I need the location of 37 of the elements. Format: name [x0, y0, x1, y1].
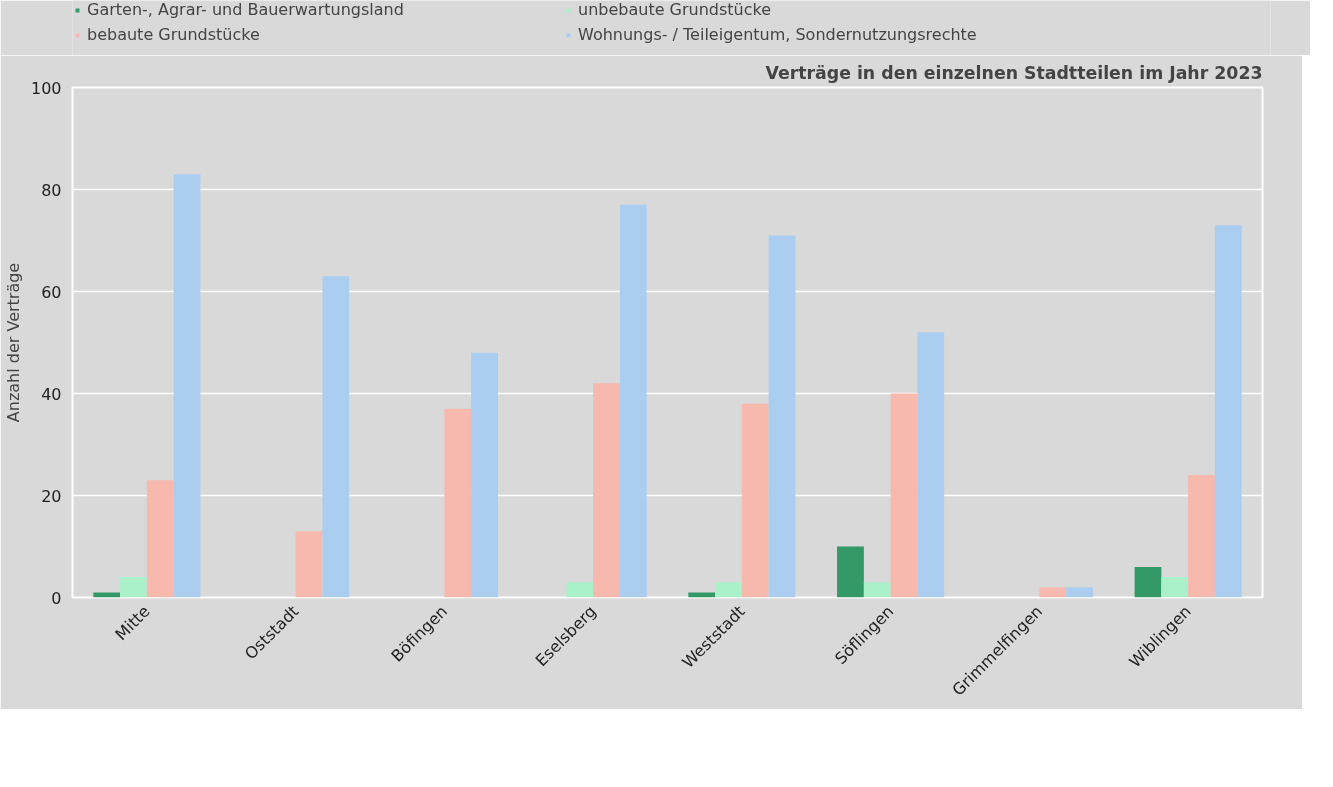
bar	[1214, 225, 1242, 598]
bar	[768, 235, 796, 598]
bar	[1134, 566, 1162, 598]
y-tick-label: 60	[41, 282, 62, 302]
bar	[890, 393, 918, 598]
bar	[173, 174, 201, 598]
bar	[471, 352, 498, 598]
bar	[688, 592, 716, 598]
legend-label: unbebaute Grundstücke	[578, 0, 773, 19]
y-tick-label: 0	[51, 588, 62, 608]
bar	[917, 332, 945, 598]
bar	[1161, 577, 1189, 598]
y-tick-label: 20	[41, 486, 62, 506]
bar	[1039, 587, 1067, 598]
bar	[93, 592, 121, 598]
bar	[295, 531, 323, 598]
bar	[619, 204, 647, 598]
y-axis-title: Anzahl der Verträge	[3, 262, 23, 423]
y-tick-label: 40	[41, 384, 62, 404]
bar	[1066, 587, 1093, 598]
bar	[741, 403, 769, 598]
y-tick-label: 80	[41, 180, 62, 200]
bar	[593, 383, 620, 598]
y-tick-label: 100	[30, 78, 62, 98]
chart-title: Verträge in den einzelnen Stadtteilen im Jahr 2023	[765, 62, 1263, 83]
bar	[837, 546, 864, 598]
bar	[566, 582, 594, 598]
bar	[715, 582, 742, 598]
bar	[120, 577, 147, 598]
bar	[322, 276, 350, 598]
bar	[146, 480, 174, 598]
legend-label: Wohnungs- / Teileigentum, Sondernutzungsrechte	[578, 25, 978, 44]
bar	[444, 408, 472, 598]
bar	[1188, 475, 1215, 598]
bar	[863, 582, 891, 598]
legend-label: bebaute Grundstücke	[87, 25, 261, 44]
legend-label: Garten-, Agrar- und Bauerwartungsland	[87, 0, 405, 19]
